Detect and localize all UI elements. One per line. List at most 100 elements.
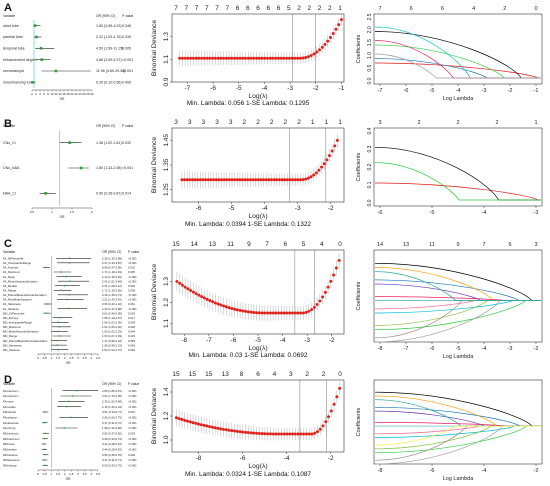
cv-point <box>185 419 189 423</box>
cv-point <box>304 432 308 436</box>
x-tick-label: -6 <box>430 468 435 474</box>
cv-point <box>298 56 302 60</box>
cv-point <box>268 432 272 436</box>
coef-path-plot-a: 7 6 6 4 2 0 0.0 0.5 1.0 1.5 2.0 2.5 -7 -6 -5 -4 -3 -2 -1 Lo… <box>356 6 543 102</box>
forest-row-p: <0.001 <box>128 442 137 446</box>
cv-point <box>241 430 245 434</box>
cv-point <box>193 178 197 182</box>
cv-point <box>248 178 252 182</box>
top-tick-label: 11 <box>227 241 234 248</box>
forest-row-p: <0.001 <box>128 464 137 468</box>
forest-tick-label: 3.5 <box>83 356 88 360</box>
forest-x-label: OR <box>66 361 71 365</box>
panel-letter-b: B <box>4 118 12 130</box>
cv-point <box>293 56 297 60</box>
top-tick-label: 6 <box>410 6 413 12</box>
cv-point <box>178 56 182 60</box>
cv-point <box>312 173 316 177</box>
cv-point <box>337 23 341 27</box>
or-point <box>33 24 37 27</box>
forest-row-label: MD_Maximum <box>3 325 22 329</box>
forest-tick-label: 4 <box>90 356 92 360</box>
cv-point <box>310 308 314 312</box>
forest-row-p: 0.034 <box>128 320 135 324</box>
forest-row-label: MD_10Percentile <box>3 311 25 315</box>
coef-path <box>374 182 541 201</box>
cv-point <box>318 48 322 52</box>
x-tick-label: -7 <box>206 337 212 344</box>
or-point <box>57 321 60 323</box>
coef-path <box>374 425 541 454</box>
x-tick-label: -2 <box>313 85 319 92</box>
cv-point <box>194 56 198 60</box>
or-point <box>45 266 47 269</box>
y-tick-label: 1.45 <box>163 134 170 147</box>
top-tick-label: 3 <box>229 119 233 126</box>
top-tick-label: 2 <box>417 120 420 126</box>
plot-frame <box>373 127 543 207</box>
x-tick-label: -5 <box>255 337 261 344</box>
forest-row-label: MDmedian <box>3 448 17 452</box>
top-tick-label: 7 <box>482 242 485 248</box>
plot-frame <box>171 127 345 203</box>
or-point <box>58 326 61 328</box>
forest-row-p: 0.044 <box>128 330 135 334</box>
cv-point <box>317 168 321 172</box>
cv-deviance-plot-a: 7 7 7 7 7 7 6 6 6 6 6 5 2 2 2 2 10.91.11.3-7 -6 -5 -4 -3 -2 -1… <box>151 5 345 100</box>
y-tick-label: 2.0 <box>367 26 373 33</box>
cv-point <box>325 158 329 162</box>
top-tick-label: 13 <box>222 371 230 378</box>
cv-point <box>260 311 264 315</box>
forest-row-p: <0.001 <box>128 307 137 311</box>
forest-row-label: FA_Mean <box>3 275 15 279</box>
top-tick-label: 7 <box>215 5 219 12</box>
cv-point <box>271 311 275 315</box>
top-tick-label: 5 <box>287 5 291 12</box>
forest-tick-label: 1.5 <box>56 472 61 476</box>
cv-point <box>232 429 236 433</box>
forest-x-label: OR <box>60 215 65 219</box>
top-tick-label: 2 <box>503 6 506 12</box>
x-tick-label: -5 <box>229 205 235 212</box>
cv-point <box>205 424 209 428</box>
forest-row-or: 11.96 (4.80-29.33) <box>96 69 125 73</box>
cv-point <box>213 426 217 430</box>
cv-point <box>293 311 297 315</box>
cv-point <box>216 302 220 306</box>
forest-row-or: 1.45 (0.98-2.15) <box>102 343 122 347</box>
cv-point <box>243 56 247 60</box>
x-tick-label: -6 <box>196 205 202 212</box>
forest-row-or: 2.41 (1.51-3.84) <box>102 279 122 283</box>
coef-path <box>374 58 541 79</box>
forest-row-label: temporal lobe <box>3 47 25 51</box>
cv-point <box>263 56 267 60</box>
cv-caption-a: Min. Lambda: 0.056 1-SE Lambda: 0.1295 <box>186 100 310 107</box>
top-tick-label: 15 <box>189 371 197 378</box>
cv-point <box>299 432 303 436</box>
cv-point <box>219 303 223 307</box>
cv-point <box>338 386 342 390</box>
forest-header-variable: Variable <box>3 14 15 18</box>
or-point <box>64 285 66 287</box>
cv-point <box>260 432 264 436</box>
forest-tick-label: 28 <box>86 92 90 96</box>
forest-header-or: OR (95% CI) <box>96 124 115 128</box>
cv-point <box>233 307 237 311</box>
forest-row-or: 0.42 (0.28-0.64) <box>102 442 122 446</box>
y-tick-label: 1.1 <box>163 54 170 63</box>
forest-x-label: OR <box>66 477 71 481</box>
forest-row-or: 1.98 (1.32-2.96) <box>102 426 122 430</box>
forest-row-p: <0.001 <box>128 261 137 265</box>
cv-point <box>282 56 286 60</box>
forest-tick-label: 2 <box>64 472 66 476</box>
top-tick-label: 1 <box>311 119 315 126</box>
forest-row-p: 0.029 <box>128 311 135 315</box>
cv-point <box>202 56 206 60</box>
or-point <box>60 271 62 273</box>
or-point <box>68 141 71 144</box>
or-point <box>43 448 45 451</box>
x-tick-label: -3 <box>304 337 310 344</box>
x-tick-label: -1 <box>534 88 539 94</box>
forest-tick-label: 30 <box>90 92 94 96</box>
cv-point <box>227 428 231 432</box>
